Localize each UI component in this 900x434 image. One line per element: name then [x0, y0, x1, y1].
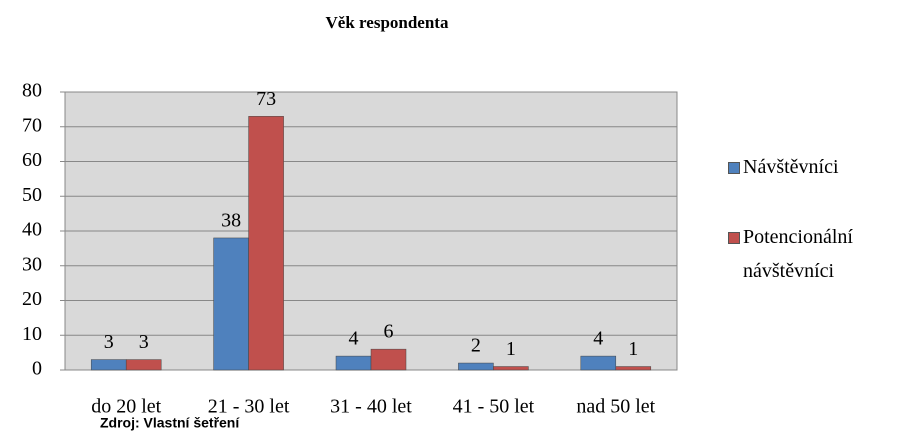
legend-label: Návštěvníci [743, 156, 839, 178]
data-label: 1 [628, 338, 638, 360]
data-label: 2 [471, 335, 481, 357]
y-tick-label: 50 [22, 184, 42, 206]
y-tick-label: 0 [32, 358, 42, 380]
bar [90, 359, 127, 371]
bar [248, 116, 284, 371]
y-tick-label: 30 [22, 253, 42, 275]
data-label: 4 [593, 328, 603, 350]
bar [335, 355, 372, 371]
data-label: 4 [349, 328, 359, 350]
y-tick-label: 80 [22, 80, 42, 102]
y-tick-label: 20 [22, 288, 42, 310]
x-tick-label: do 20 let [91, 396, 161, 418]
legend-swatch [728, 162, 740, 174]
x-tick-label: 21 - 30 let [208, 396, 290, 418]
data-label: 3 [139, 331, 149, 353]
y-tick-label: 40 [22, 219, 42, 241]
data-label: 6 [384, 321, 394, 343]
chart-title: Věk respondenta [326, 13, 449, 32]
legend-item: Potencionální návštěvníci [728, 220, 898, 288]
bar [213, 237, 249, 371]
legend-label: Potencionální návštěvníci [743, 226, 853, 282]
bar [493, 366, 529, 371]
bar [615, 366, 652, 371]
bar [458, 362, 494, 371]
legend-item: Návštěvníci [728, 150, 898, 184]
x-tick-label: 31 - 40 let [330, 396, 412, 418]
y-tick-label: 10 [22, 323, 42, 345]
bar [370, 348, 407, 371]
bar [125, 359, 162, 371]
source: Zdroj: Vlastní šetření [100, 415, 240, 431]
y-tick-label: 60 [22, 149, 42, 171]
data-label: 3 [104, 331, 114, 353]
x-tick-label: nad 50 let [576, 396, 655, 418]
data-label: 73 [256, 88, 276, 110]
data-label: 38 [221, 210, 241, 232]
data-label: 1 [506, 338, 516, 360]
legend-swatch [728, 232, 740, 244]
x-tick-label: 41 - 50 let [453, 396, 535, 418]
bar [580, 355, 617, 371]
y-tick-label: 70 [22, 114, 42, 136]
